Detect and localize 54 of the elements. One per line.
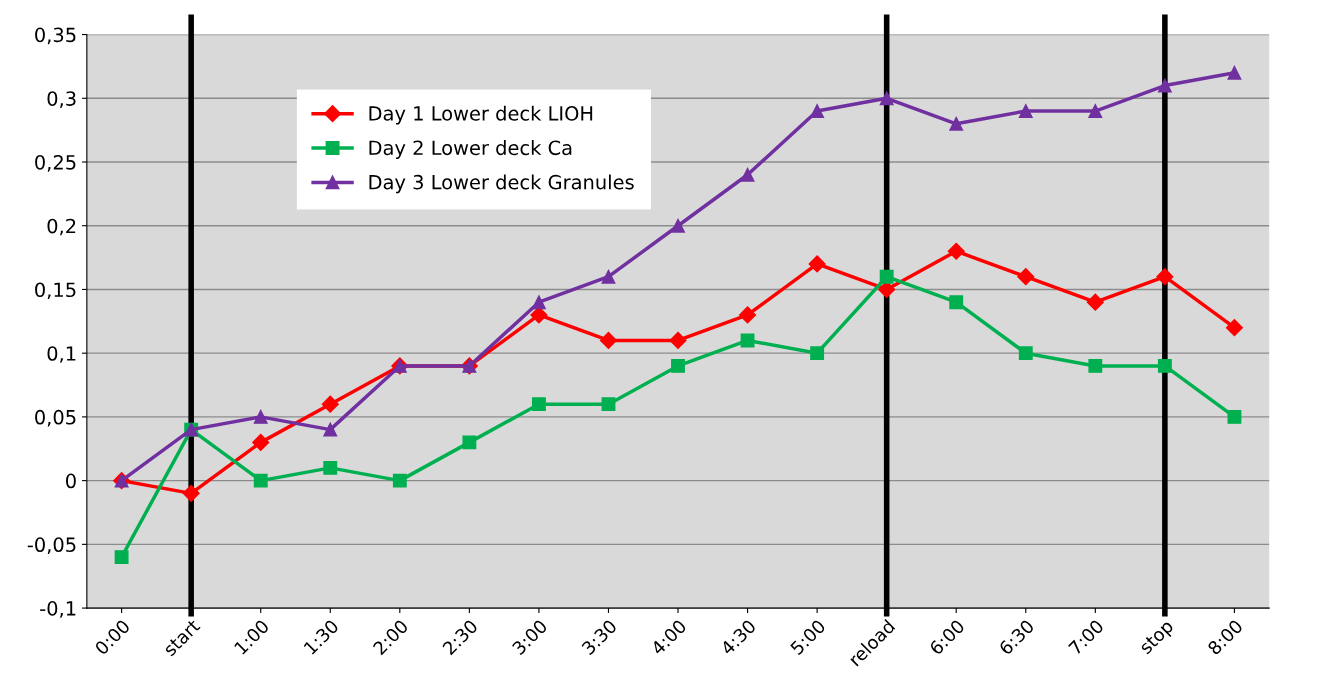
point <box>808 255 826 273</box>
legend-label: Day 1 Lower deck LIOH <box>369 105 593 125</box>
point <box>740 167 755 182</box>
point <box>1227 65 1242 80</box>
y-tick-label: -0,05 <box>27 537 76 554</box>
y-tick-label: 0,25 <box>35 154 76 172</box>
point <box>1086 293 1104 311</box>
point <box>1017 268 1035 286</box>
point <box>392 473 407 488</box>
point <box>879 269 894 284</box>
point <box>1157 358 1172 373</box>
point <box>601 269 616 284</box>
point <box>1018 104 1033 118</box>
point <box>739 306 757 324</box>
point <box>1227 409 1242 424</box>
point <box>1018 346 1033 361</box>
point <box>114 550 129 565</box>
point <box>462 435 477 450</box>
point <box>669 331 687 349</box>
point <box>323 422 338 437</box>
point <box>1088 358 1103 373</box>
point <box>599 331 618 349</box>
point <box>671 358 685 373</box>
point <box>253 473 268 488</box>
point <box>182 484 200 502</box>
y-tick-label: 0 <box>66 473 76 489</box>
legend-label: Day 3 Lower deck Granules <box>369 174 634 194</box>
point <box>1088 104 1103 118</box>
point <box>949 116 964 131</box>
y-tick-label: 0,05 <box>35 409 76 427</box>
point <box>740 333 755 348</box>
point <box>671 218 685 233</box>
y-tick-label: -0,1 <box>40 601 76 618</box>
y-tick-label: 0,35 <box>35 27 76 45</box>
point <box>253 409 268 424</box>
point <box>879 91 894 106</box>
point <box>810 346 825 361</box>
point <box>1225 319 1243 337</box>
point <box>810 104 825 118</box>
y-tick-label: 0,3 <box>47 91 76 108</box>
point <box>1156 268 1174 286</box>
point <box>321 395 339 413</box>
y-tick-label: 0,15 <box>35 282 76 300</box>
point <box>601 397 616 412</box>
legend-label: Day 2 Lower deck Ca <box>369 140 572 159</box>
y-tick-label: 0,1 <box>47 346 76 363</box>
point <box>531 397 546 412</box>
point <box>252 433 270 451</box>
point <box>323 460 338 475</box>
point <box>947 242 965 260</box>
y-tick-label: 0,2 <box>47 218 76 236</box>
point <box>949 295 964 310</box>
point <box>1157 78 1172 93</box>
point <box>531 295 546 310</box>
